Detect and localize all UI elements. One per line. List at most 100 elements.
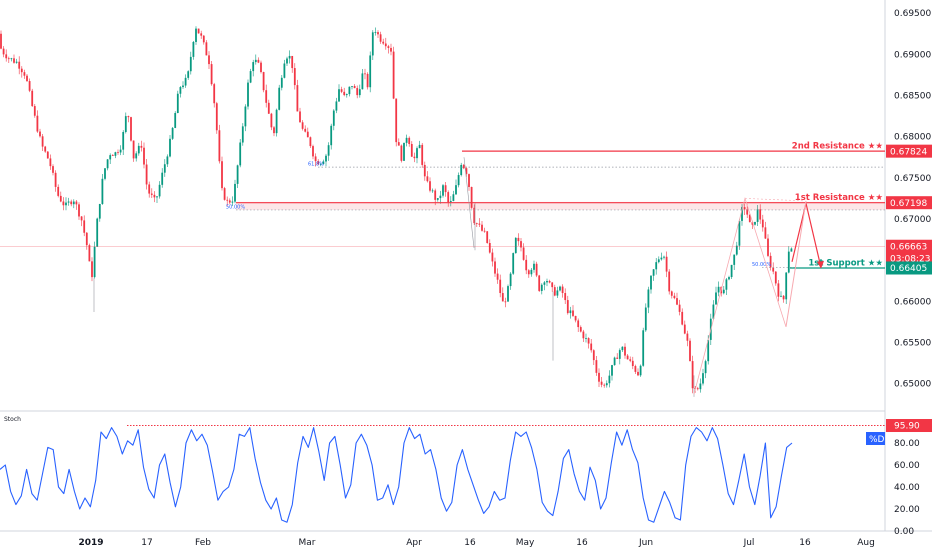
candle <box>517 233 520 246</box>
candle <box>486 230 489 244</box>
candle <box>644 303 647 332</box>
candle <box>587 337 590 349</box>
candle <box>231 196 234 207</box>
candle <box>137 142 140 156</box>
candle <box>369 51 372 93</box>
candle <box>371 30 374 61</box>
candle <box>114 151 117 159</box>
svg-text:0.66405: 0.66405 <box>890 264 927 274</box>
stoch-y-tick-label: 80.00 <box>894 439 920 449</box>
candle <box>702 368 704 386</box>
candle <box>65 197 67 211</box>
candle <box>756 204 759 226</box>
candle <box>31 88 34 107</box>
candle <box>0 30 2 50</box>
candle <box>652 268 655 281</box>
candle <box>530 268 533 277</box>
candle <box>592 349 595 365</box>
candle <box>122 130 125 156</box>
x-tick-label: Feb <box>195 538 211 548</box>
candle <box>49 154 52 170</box>
candle <box>686 330 689 347</box>
candle <box>39 128 41 138</box>
candle <box>465 166 468 177</box>
candle <box>218 124 221 164</box>
candle <box>93 241 96 279</box>
x-tick-label: Jun <box>638 538 653 548</box>
candle <box>280 74 283 91</box>
candle <box>416 146 418 164</box>
candle <box>527 269 530 278</box>
candle <box>117 149 119 155</box>
candle <box>782 294 785 303</box>
candle <box>735 241 738 256</box>
svg-text:0.67824: 0.67824 <box>890 147 927 157</box>
candle <box>629 356 632 363</box>
candle <box>431 188 434 193</box>
candle <box>655 257 658 275</box>
candle <box>496 268 499 284</box>
x-tick-label: Aug <box>857 538 875 548</box>
candle <box>475 222 478 228</box>
candle <box>109 153 112 164</box>
candle <box>145 158 148 190</box>
stoch-reference-tag: 95.90 <box>886 419 932 433</box>
candle <box>616 353 619 359</box>
candle <box>442 184 444 198</box>
y-tick-label: 0.68000 <box>894 133 931 143</box>
candle <box>150 188 153 198</box>
candle <box>473 204 476 225</box>
candle <box>7 56 10 63</box>
y-tick-label: 0.69500 <box>894 9 931 19</box>
candle <box>91 257 93 282</box>
candle <box>761 214 764 232</box>
candle <box>598 368 600 388</box>
candle <box>278 84 281 111</box>
candle <box>603 383 606 388</box>
candle <box>215 101 218 134</box>
candle <box>210 61 213 86</box>
price-pane[interactable]: 61.8% 50.00% 50.00% 2nd Resistance ★★ 1st Re… <box>0 26 885 397</box>
candle <box>205 40 208 56</box>
y-tick-label: 0.69000 <box>894 50 931 60</box>
candle <box>790 247 793 252</box>
candle <box>153 191 156 203</box>
candle <box>410 141 413 157</box>
candle <box>2 46 5 58</box>
candle <box>364 68 366 80</box>
candle <box>455 179 457 195</box>
candle <box>312 144 314 160</box>
candle <box>202 35 205 45</box>
candle <box>577 318 580 333</box>
candle <box>499 274 502 298</box>
candle <box>62 197 65 211</box>
candle <box>200 30 203 39</box>
candle <box>767 234 769 258</box>
candle <box>507 284 509 302</box>
candle <box>514 237 517 254</box>
candle <box>83 215 86 237</box>
candle <box>728 275 730 281</box>
candle <box>457 172 460 188</box>
candle <box>613 356 616 366</box>
candle <box>379 31 382 44</box>
candle <box>647 286 650 314</box>
stoch-pane[interactable]: Stoch <box>0 416 885 523</box>
candle <box>330 123 333 150</box>
candle <box>247 79 249 110</box>
candle <box>546 278 548 287</box>
candle <box>733 254 736 270</box>
candle <box>483 227 486 233</box>
stoch-d-legend: %D <box>866 432 885 445</box>
stoch-title: Stoch <box>4 416 21 423</box>
candle <box>254 54 257 65</box>
candle <box>772 262 775 275</box>
candle <box>520 238 522 252</box>
candle <box>283 59 286 79</box>
candle <box>785 272 788 305</box>
x-tick-label: Mar <box>299 538 316 548</box>
candle <box>725 278 728 295</box>
candle <box>478 218 481 228</box>
candle <box>325 153 327 167</box>
